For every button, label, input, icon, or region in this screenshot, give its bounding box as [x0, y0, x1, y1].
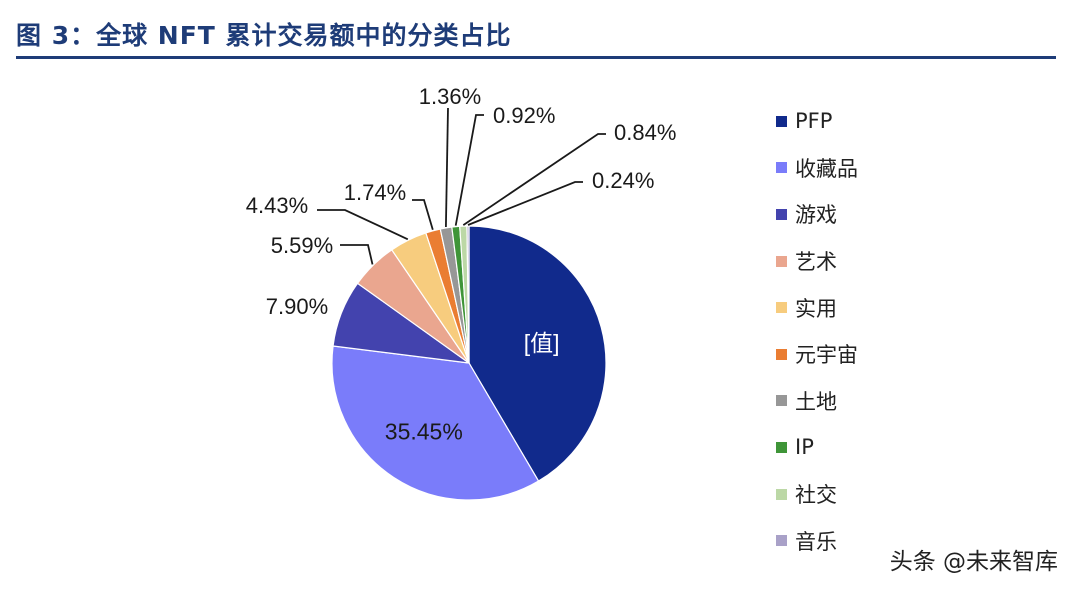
- legend-label: 游戏: [795, 203, 837, 228]
- legend-label: 元宇宙: [795, 343, 858, 368]
- legend-item-0: PFP: [776, 98, 858, 145]
- leader-line-4: [317, 209, 409, 241]
- leader-line-8: [462, 133, 606, 226]
- legend-label: 收藏品: [795, 156, 858, 181]
- legend-swatch: [776, 348, 787, 360]
- data-label-8: 0.84%: [614, 120, 676, 145]
- legend-swatch: [776, 395, 787, 407]
- pie-slice-1: [331, 345, 540, 501]
- leader-line-3: [340, 244, 374, 265]
- legend-item-9: 音乐: [776, 517, 858, 564]
- leader-line-6: [445, 107, 449, 228]
- legend-label: 音乐: [795, 529, 837, 554]
- data-label-6: 1.36%: [419, 84, 481, 109]
- chart-title: 图 3：全球 NFT 累计交易额中的分类占比: [16, 21, 512, 50]
- legend-item-5: 元宇宙: [776, 331, 858, 378]
- data-label-2: 7.90%: [266, 294, 328, 319]
- legend-item-7: IP: [776, 424, 858, 471]
- legend-label: 艺术: [795, 250, 837, 275]
- legend-label: 实用: [795, 296, 837, 321]
- data-label-3: 5.59%: [271, 233, 333, 258]
- legend-item-4: 实用: [776, 284, 858, 331]
- legend-swatch: [776, 162, 787, 174]
- watermark: 头条 @未来智库: [889, 549, 1058, 575]
- legend-item-2: 游戏: [776, 191, 858, 238]
- pie-slice-0: [468, 225, 607, 482]
- legend-item-6: 土地: [776, 378, 858, 425]
- data-label-9: 0.24%: [592, 168, 654, 193]
- legend-item-3: 艺术: [776, 238, 858, 285]
- legend-label: 社交: [795, 483, 837, 508]
- data-label-7: 0.92%: [493, 103, 555, 128]
- legend-swatch: [776, 535, 787, 547]
- legend-swatch: [776, 488, 787, 500]
- legend-swatch: [776, 441, 787, 453]
- legend-swatch: [776, 302, 787, 314]
- leader-line-7: [454, 114, 484, 226]
- data-label-0: [值]: [524, 330, 560, 356]
- leader-line-5: [412, 199, 434, 231]
- chart-legend: PFP 收藏品游戏艺术实用元宇宙土地 IP 社交音乐: [776, 98, 858, 564]
- legend-swatch: [776, 115, 787, 127]
- legend-label: IP: [795, 435, 814, 460]
- leader-line-9: [467, 181, 583, 226]
- legend-swatch: [776, 255, 787, 267]
- data-label-4: 4.43%: [246, 193, 308, 218]
- legend-label: 土地: [795, 389, 837, 414]
- legend-swatch: [776, 208, 787, 220]
- data-label-5: 1.74%: [344, 180, 406, 205]
- legend-label: PFP: [795, 109, 833, 134]
- legend-item-1: 收藏品: [776, 145, 858, 192]
- legend-item-8: 社交: [776, 471, 858, 518]
- chart-header: 图 3：全球 NFT 累计交易额中的分类占比: [16, 12, 1056, 59]
- data-label-1: 35.45%: [385, 419, 463, 445]
- pie-slice-9: [466, 225, 470, 364]
